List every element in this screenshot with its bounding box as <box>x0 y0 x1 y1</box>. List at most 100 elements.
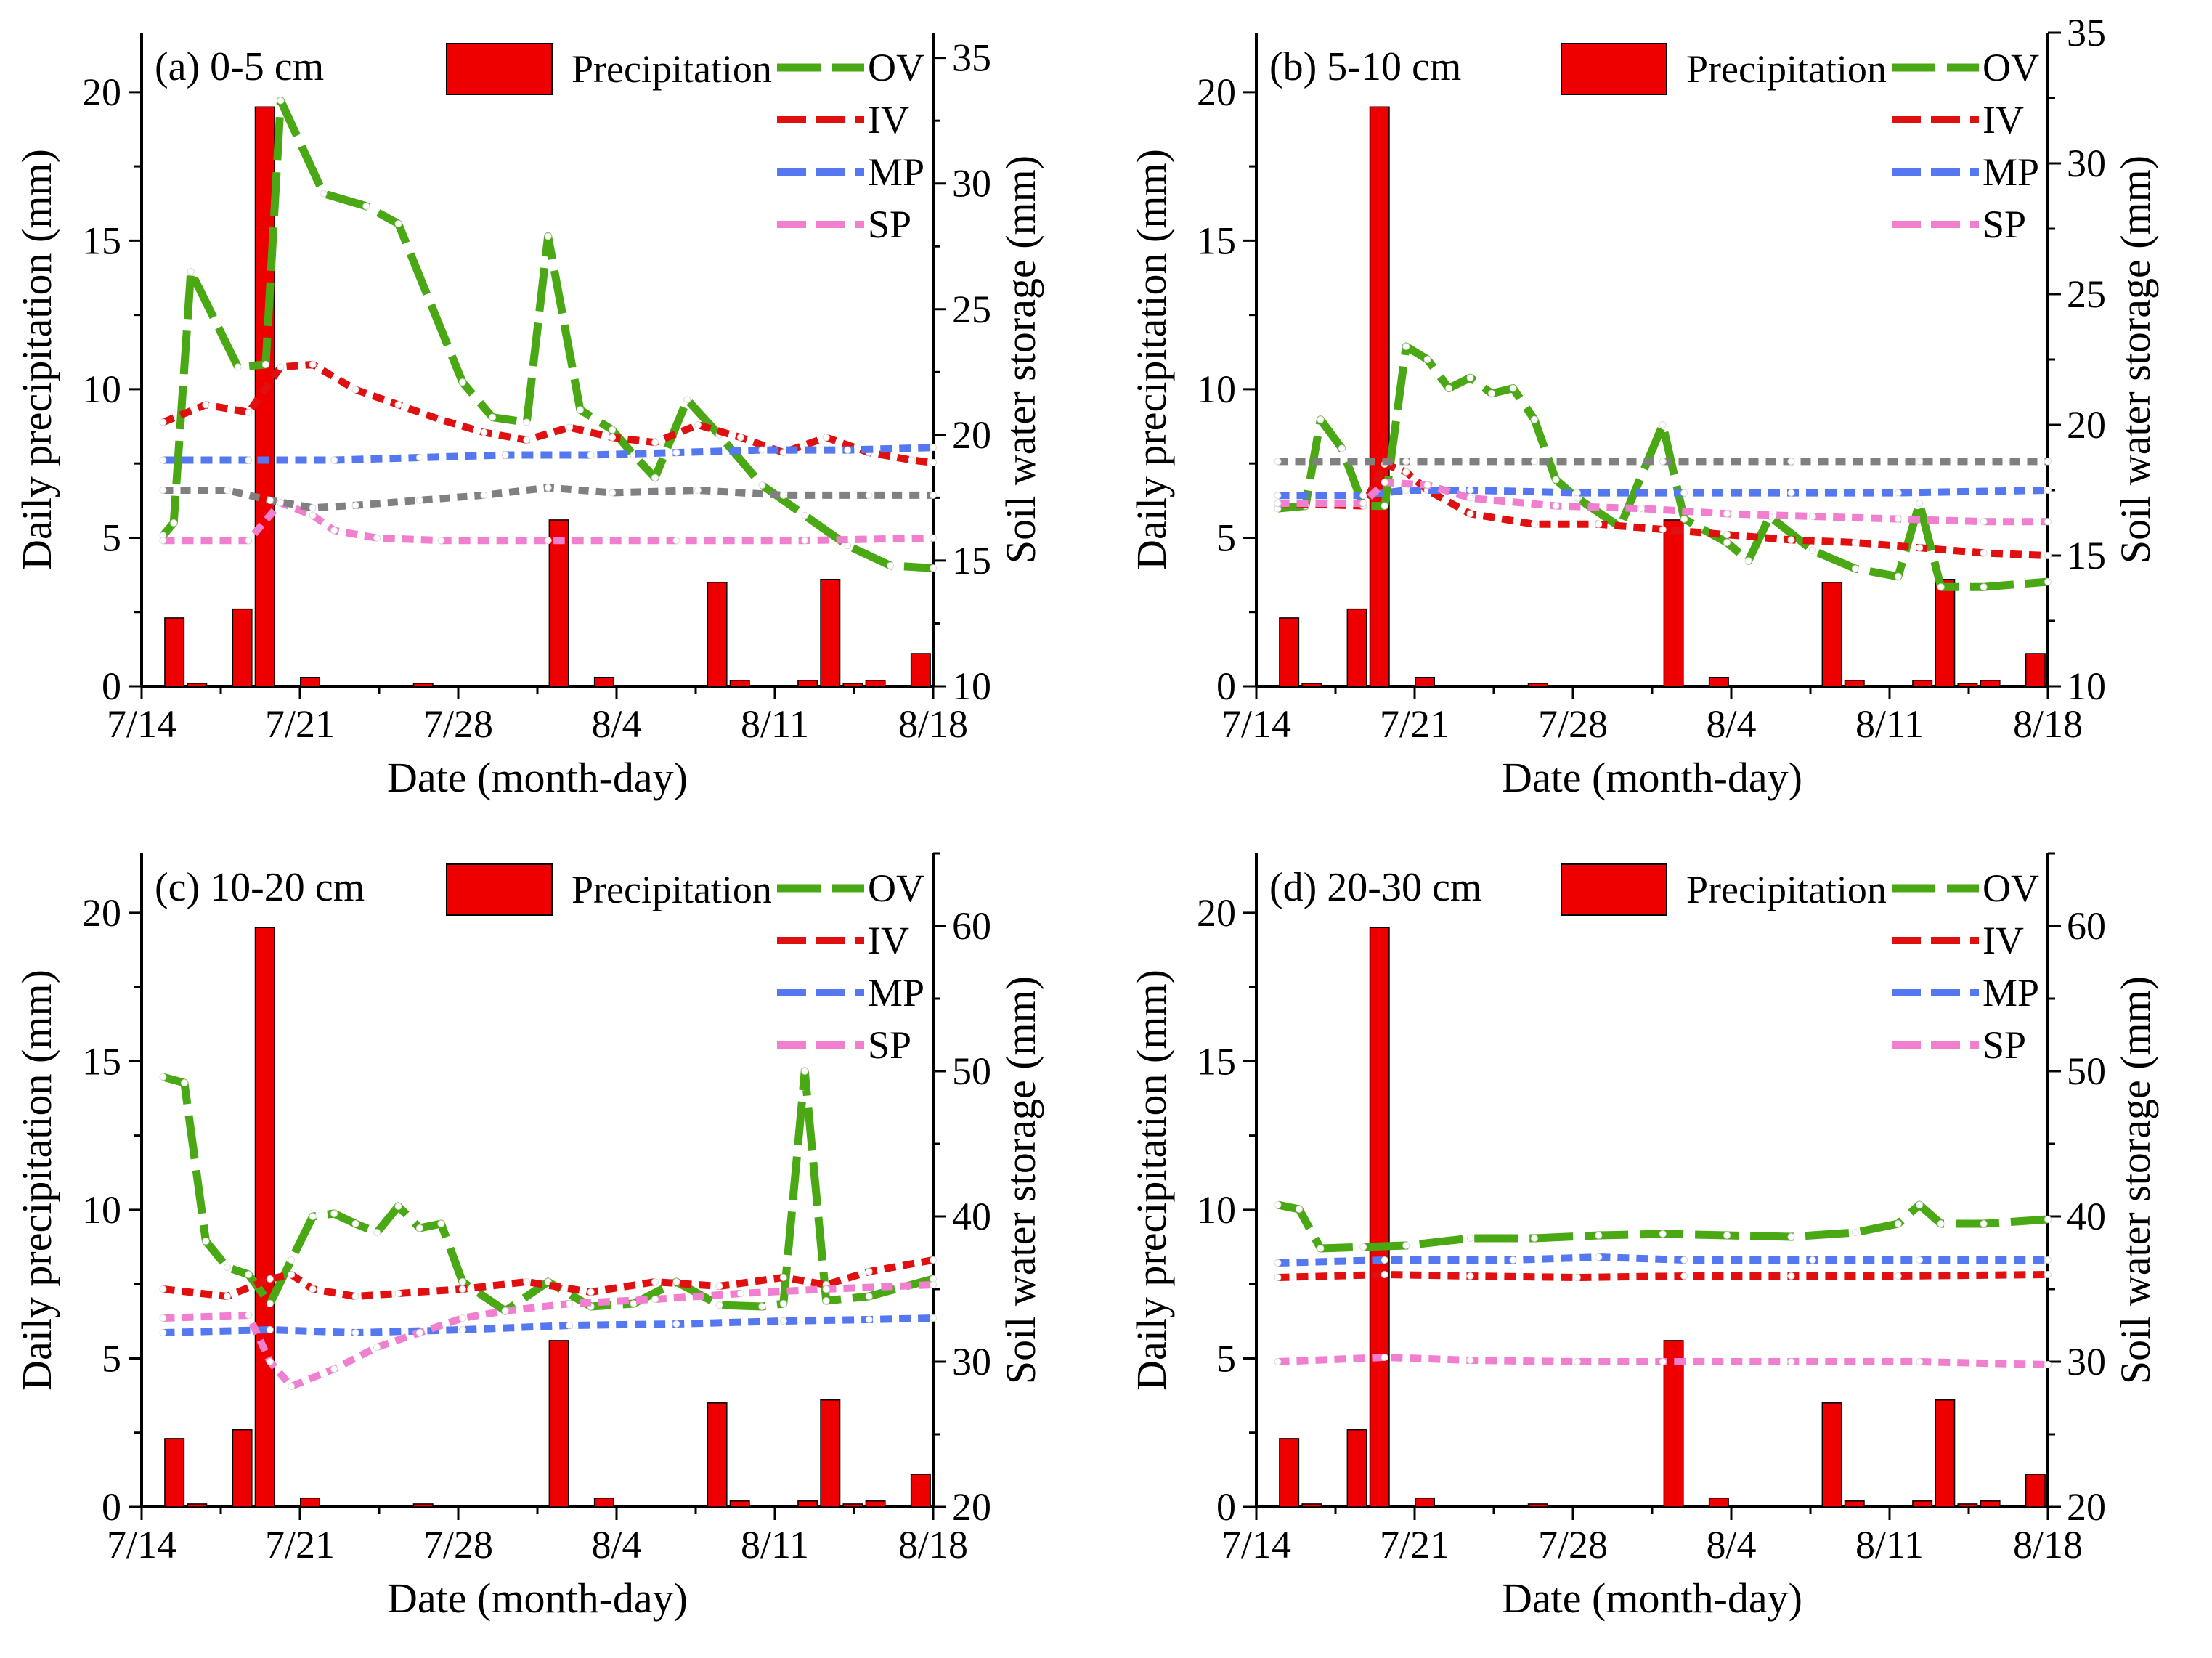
legend-label-sp: SP <box>1983 203 2026 246</box>
series-point-gray <box>309 504 317 512</box>
series-line-mp <box>163 444 934 464</box>
series-point-iv <box>1274 1274 1282 1281</box>
series-point-sp <box>1808 513 1816 520</box>
series-point-iv <box>458 1285 466 1293</box>
series-point-sp <box>1552 502 1560 510</box>
series-point-mp <box>1402 487 1410 494</box>
y-tick-label-left: 0 <box>1216 665 1236 708</box>
series-point-ov <box>1402 1242 1410 1249</box>
precip-bar <box>1708 1497 1729 1508</box>
series-point-iv <box>822 434 830 442</box>
series-point-ov <box>394 1203 402 1210</box>
legend-label-sp: SP <box>1983 1023 2026 1067</box>
series-point-iv <box>1466 510 1474 518</box>
y-tick-label-right: 30 <box>952 162 991 206</box>
series-point-sp <box>277 499 285 507</box>
x-tick-label: 8/18 <box>898 1523 968 1566</box>
series-point-iv <box>394 1290 402 1297</box>
precip-bar <box>1912 1500 1933 1508</box>
series-point-ov <box>2044 1216 2052 1223</box>
precip-bar <box>254 927 275 1508</box>
series-line-mp <box>163 1314 934 1336</box>
precip-bar <box>729 680 750 687</box>
series-point-gray <box>266 496 274 504</box>
series-point-mp <box>566 1322 574 1329</box>
x-tick-label: 8/4 <box>591 1523 641 1566</box>
precip-bar <box>910 1474 931 1508</box>
y-tick-label-left: 0 <box>102 1485 121 1529</box>
series-point-ov <box>309 1213 317 1220</box>
series-point-sp <box>1359 500 1367 507</box>
x-tick-label: 8/18 <box>2013 702 2083 746</box>
x-tick-label: 7/14 <box>1221 1523 1291 1566</box>
series-line-ov <box>1277 1200 2049 1253</box>
x-tick-label: 7/28 <box>423 702 493 746</box>
series-point-sp <box>1980 518 1988 526</box>
y-tick-label-left: 10 <box>1197 1188 1236 1232</box>
series-point-gray <box>159 487 167 494</box>
series-point-sp <box>373 534 381 542</box>
precip-bar <box>187 683 208 687</box>
series-point-iv <box>1466 1272 1474 1280</box>
precip-bar <box>1708 676 1729 687</box>
precip-bar <box>1980 680 2001 687</box>
y-tick-label-left: 20 <box>1197 891 1236 935</box>
legend-label-ov: OV <box>868 46 924 89</box>
y-tick-label-left: 5 <box>102 1336 121 1380</box>
series-point-sp <box>1638 505 1646 513</box>
series-point-sp <box>159 537 167 545</box>
series-point-gray <box>1402 458 1410 466</box>
x-axis-label: Date (month-day) <box>387 1574 688 1622</box>
legend-label-precipitation: Precipitation <box>572 868 772 911</box>
series-point-ov <box>930 564 937 572</box>
legend-label-mp: MP <box>1983 150 2039 194</box>
series-point-ov <box>1980 583 1988 591</box>
series-point-gray <box>609 489 617 497</box>
legend-label-mp: MP <box>868 971 924 1015</box>
panel-title: (c) 10-20 cm <box>155 865 365 910</box>
series-point-ov <box>779 1300 787 1307</box>
legend-label-precipitation: Precipitation <box>572 47 772 91</box>
precip-bar <box>1301 683 1322 687</box>
chart-panel-3: 7/14 7/21 7/28 8/4 8/11 8/18 0 5 10 15 20 20 30 40 50 6… <box>13 852 1044 1622</box>
series-point-iv <box>277 363 285 371</box>
precip-bar <box>1415 1497 1435 1508</box>
series-point-iv <box>1530 520 1538 528</box>
precip-bar <box>910 653 931 687</box>
series-point-mp <box>672 449 680 457</box>
series-point-ov <box>437 1220 445 1227</box>
series-point-ov <box>683 396 691 404</box>
series-point-iv <box>1851 539 1859 546</box>
series-point-iv <box>437 416 445 424</box>
series-point-ov <box>1723 539 1731 546</box>
legend-label-ov: OV <box>1983 46 2039 89</box>
series-point-sp <box>1423 481 1431 489</box>
series-point-iv <box>523 1278 531 1285</box>
series-point-gray <box>865 491 873 499</box>
series-point-ov <box>234 363 242 371</box>
precip-bar <box>1821 582 1842 687</box>
series-point-gray <box>779 491 787 499</box>
series-point-iv <box>351 386 359 394</box>
series-point-ov <box>458 1278 466 1285</box>
x-tick-label: 8/4 <box>591 702 641 746</box>
precip-bar <box>1346 1429 1367 1508</box>
series-point-ov <box>1423 356 1431 363</box>
series-point-ov <box>1402 343 1410 350</box>
series-line-mp <box>1277 1253 2048 1267</box>
series-point-iv <box>779 1274 787 1281</box>
x-tick-label: 8/11 <box>1855 1523 1924 1566</box>
precip-bar <box>1912 680 1933 687</box>
series-point-sp <box>309 511 317 519</box>
series-point-ov <box>544 232 552 240</box>
precip-bar <box>1527 1503 1548 1508</box>
precip-bar <box>842 1503 863 1508</box>
series-point-gray <box>1659 458 1667 466</box>
series-point-gray <box>1530 458 1538 466</box>
series-point-mp <box>1680 1256 1688 1264</box>
precip-bar <box>187 1503 208 1508</box>
series-point-ov <box>170 519 178 527</box>
series-point-sp <box>2044 1361 2052 1368</box>
x-tick-label: 7/14 <box>1221 702 1291 746</box>
x-tick-label: 8/18 <box>2013 1523 2083 1566</box>
